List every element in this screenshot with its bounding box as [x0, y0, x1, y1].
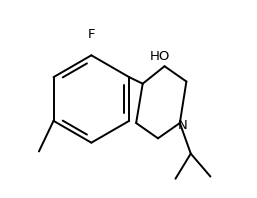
Text: N: N [178, 119, 188, 132]
Text: F: F [88, 28, 95, 41]
Text: HO: HO [149, 50, 170, 63]
